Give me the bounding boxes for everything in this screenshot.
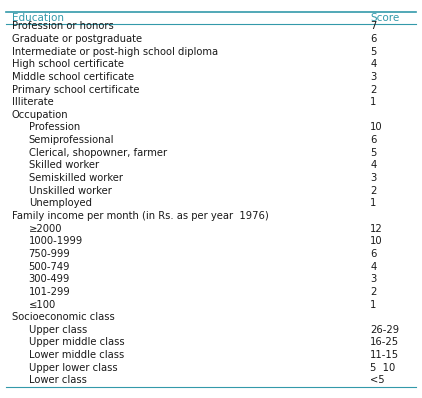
Text: 3: 3 [370,72,376,82]
Text: Socioeconomic class: Socioeconomic class [12,312,115,322]
Text: High school certificate: High school certificate [12,59,124,69]
Text: 16-25: 16-25 [370,338,400,347]
Text: Family income per month (in Rs. as per year  1976): Family income per month (in Rs. as per y… [12,211,269,221]
Text: 4: 4 [370,59,376,69]
Text: Skilled worker: Skilled worker [29,160,99,170]
Text: Profession or honors: Profession or honors [12,21,114,31]
Text: 10: 10 [370,236,383,246]
Text: Upper class: Upper class [29,325,87,335]
Text: Middle school certificate: Middle school certificate [12,72,134,82]
Text: 4: 4 [370,160,376,170]
Text: ≥2000: ≥2000 [29,224,62,234]
Text: 1: 1 [370,300,377,310]
Text: Profession: Profession [29,123,80,133]
Text: Unemployed: Unemployed [29,198,92,208]
Text: 5: 5 [370,47,377,57]
Text: <5: <5 [370,375,385,385]
Text: Lower class: Lower class [29,375,87,385]
Text: Graduate or postgraduate: Graduate or postgraduate [12,34,142,44]
Text: 11-15: 11-15 [370,350,400,360]
Text: 2: 2 [370,186,377,196]
Text: 2: 2 [370,84,377,94]
Text: Semiprofessional: Semiprofessional [29,135,114,145]
Text: 750-999: 750-999 [29,249,70,259]
Text: ≤100: ≤100 [29,300,56,310]
Text: 1: 1 [370,198,377,208]
Text: Upper lower class: Upper lower class [29,363,117,373]
Text: 4: 4 [370,261,376,271]
Text: 101-299: 101-299 [29,287,70,297]
Text: 6: 6 [370,34,377,44]
Text: Lower middle class: Lower middle class [29,350,124,360]
Text: 500-749: 500-749 [29,261,70,271]
Text: 1: 1 [370,97,377,107]
Text: 7: 7 [370,21,377,31]
Text: 5  10: 5 10 [370,363,395,373]
Text: Intermediate or post-high school diploma: Intermediate or post-high school diploma [12,47,218,57]
Text: 10: 10 [370,123,383,133]
Text: Clerical, shopowner, farmer: Clerical, shopowner, farmer [29,148,167,158]
Text: Unskilled worker: Unskilled worker [29,186,111,196]
Text: Semiskilled worker: Semiskilled worker [29,173,123,183]
Text: 3: 3 [370,173,376,183]
Text: Upper middle class: Upper middle class [29,338,124,347]
Text: 1000-1999: 1000-1999 [29,236,83,246]
Text: 26-29: 26-29 [370,325,400,335]
Text: 300-499: 300-499 [29,274,70,284]
Text: 2: 2 [370,287,377,297]
Text: Occupation: Occupation [12,110,68,120]
Text: Education: Education [12,13,64,23]
Text: 5: 5 [370,148,377,158]
Text: 12: 12 [370,224,383,234]
Text: 6: 6 [370,249,377,259]
Text: 3: 3 [370,274,376,284]
Text: 6: 6 [370,135,377,145]
Text: Illiterate: Illiterate [12,97,54,107]
Text: Score: Score [370,13,400,23]
Text: Primary school certificate: Primary school certificate [12,84,139,94]
